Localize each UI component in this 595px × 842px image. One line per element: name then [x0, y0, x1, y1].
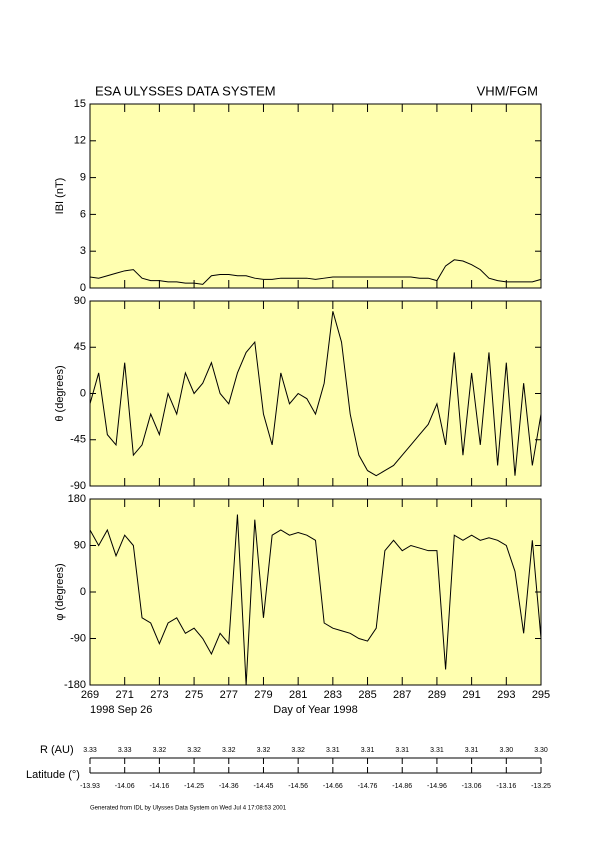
- r-value: 3.31: [326, 747, 340, 754]
- x-tick-label: 275: [185, 689, 203, 701]
- y-tick-label: 15: [74, 98, 86, 110]
- x-tick-label: 285: [358, 689, 376, 701]
- y-axis-label: φ (degrees): [54, 563, 66, 620]
- plot-area: [89, 103, 542, 289]
- y-tick-label: 12: [74, 135, 86, 147]
- x-tick-label: 287: [393, 689, 411, 701]
- r-value: 3.32: [153, 747, 167, 754]
- lat-value: -13.25: [531, 783, 551, 790]
- r-value: 3.30: [534, 747, 548, 754]
- data-line: [89, 259, 542, 285]
- y-tick-label: -180: [64, 679, 86, 691]
- lat-value: -13.93: [80, 783, 100, 790]
- x-tick-label: 277: [220, 689, 238, 701]
- x-tick-label: 295: [532, 689, 550, 701]
- plot-area: [89, 300, 542, 487]
- y-tick-label: -45: [70, 434, 86, 446]
- r-value: 3.33: [83, 747, 97, 754]
- x-tick-label: 281: [289, 689, 307, 701]
- y-tick-label: 45: [74, 341, 86, 353]
- y-tick-label: 90: [74, 295, 86, 307]
- r-value: 3.32: [257, 747, 271, 754]
- r-value: 3.33: [118, 747, 132, 754]
- y-axis-label: IBI (nT): [54, 178, 66, 215]
- r-value: 3.31: [395, 747, 409, 754]
- lat-value: -14.36: [219, 783, 239, 790]
- r-label: R (AU): [40, 744, 74, 756]
- y-tick-label: 0: [80, 282, 86, 294]
- lat-value: -13.06: [462, 783, 482, 790]
- y-tick-label: 0: [80, 387, 86, 399]
- lat-value: -14.45: [254, 783, 274, 790]
- x-tick-label: 293: [497, 689, 515, 701]
- lat-value: -14.76: [358, 783, 378, 790]
- y-tick-label: 90: [74, 539, 86, 551]
- r-value: 3.31: [430, 747, 444, 754]
- y-axis-label: θ (degrees): [54, 365, 66, 421]
- x-tick-label: 271: [116, 689, 134, 701]
- x-tick-label: 291: [462, 689, 480, 701]
- plot-area: [89, 498, 542, 686]
- y-tick-label: 180: [68, 493, 86, 505]
- y-tick-label: 6: [80, 208, 86, 220]
- lat-value: -14.66: [323, 783, 343, 790]
- lat-value: -14.25: [184, 783, 204, 790]
- lat-value: -14.06: [115, 783, 135, 790]
- r-value: 3.32: [187, 747, 201, 754]
- footer: Generated from IDL by Ulysses Data Syste…: [90, 806, 287, 812]
- date-label: 1998 Sep 26: [90, 704, 152, 716]
- y-tick-label: 9: [80, 172, 86, 184]
- lat-label: Latitude (°): [26, 769, 80, 781]
- r-value: 3.30: [499, 747, 513, 754]
- lat-value: -14.16: [149, 783, 169, 790]
- x-tick-label: 279: [254, 689, 272, 701]
- data-line: [89, 514, 542, 686]
- lat-value: -14.86: [392, 783, 412, 790]
- instrument: VHM/FGM: [477, 83, 538, 98]
- x-tick-label: 269: [81, 689, 99, 701]
- x-tick-label: 273: [150, 689, 168, 701]
- x-axis-label: Day of Year 1998: [273, 704, 357, 716]
- y-tick-label: -90: [70, 480, 86, 492]
- y-tick-label: 0: [80, 586, 86, 598]
- r-value: 3.32: [222, 747, 236, 754]
- lat-value: -13.16: [496, 783, 516, 790]
- y-tick-label: 3: [80, 245, 86, 257]
- data-line: [89, 311, 542, 477]
- lat-value: -14.96: [427, 783, 447, 790]
- y-tick-label: -90: [70, 632, 86, 644]
- r-value: 3.32: [291, 747, 305, 754]
- r-value: 3.31: [361, 747, 375, 754]
- r-value: 3.31: [465, 747, 479, 754]
- x-tick-label: 283: [324, 689, 342, 701]
- title: ESA ULYSSES DATA SYSTEM: [95, 83, 276, 98]
- x-tick-label: 289: [428, 689, 446, 701]
- lat-value: -14.56: [288, 783, 308, 790]
